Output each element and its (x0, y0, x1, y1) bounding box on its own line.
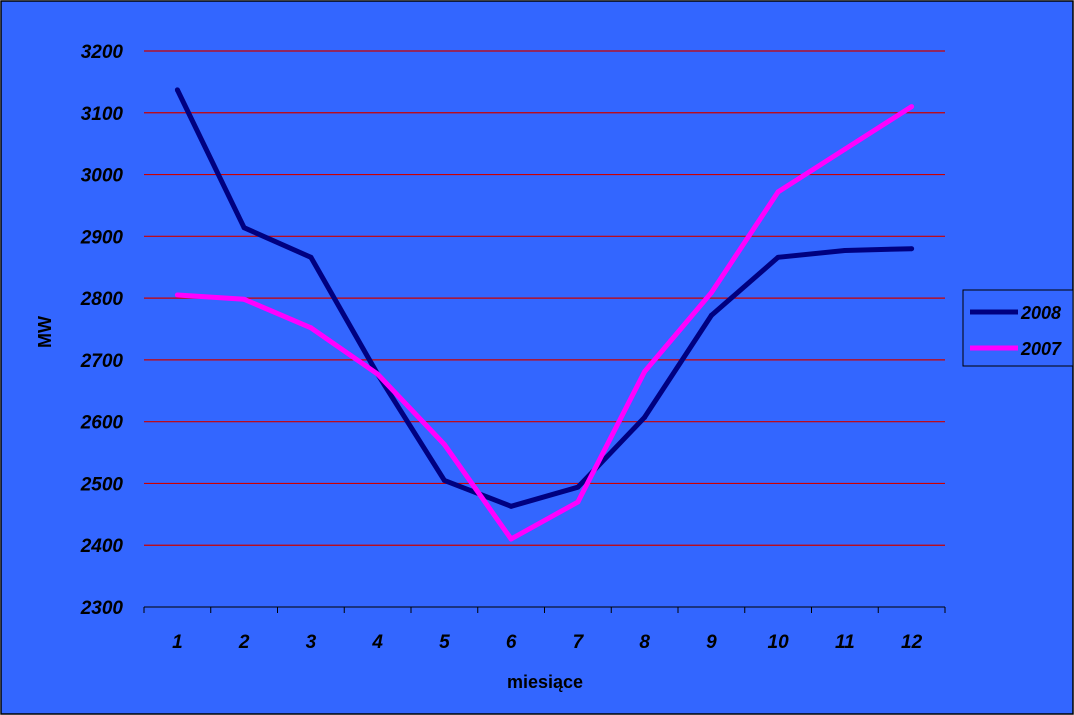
y-tick-label-2400: 2400 (80, 536, 124, 557)
x-tick-label-10: 10 (768, 632, 790, 653)
x-tick-label-6: 6 (506, 632, 517, 653)
axes (143, 606, 946, 613)
x-tick-label-3: 3 (306, 632, 317, 653)
data-point-2007-12 (909, 104, 915, 110)
data-point-2007-5 (441, 442, 447, 448)
data-point-2008-6 (508, 503, 514, 509)
series-line-2007 (177, 104, 913, 542)
data-point-2007-4 (375, 371, 381, 377)
data-point-2007-3 (308, 325, 314, 331)
data-point-2007-10 (775, 189, 781, 195)
data-point-2007-2 (241, 296, 247, 302)
legend: 2008 2007 (962, 289, 1074, 367)
data-point-2008-7 (575, 484, 581, 490)
data-point-2008-1 (174, 87, 180, 93)
data-point-2007-11 (842, 146, 848, 152)
data-point-2008-12 (909, 246, 915, 252)
data-point-2007-8 (642, 369, 648, 375)
x-tick-label-11: 11 (835, 632, 855, 653)
data-point-2008-3 (308, 254, 314, 260)
data-point-2007-7 (575, 499, 581, 505)
y-tick-label-3100: 3100 (81, 104, 124, 125)
data-point-2008-10 (775, 254, 781, 260)
y-tick-label-2900: 2900 (80, 227, 124, 248)
data-point-2008-2 (241, 225, 247, 231)
x-tick-label-5: 5 (439, 632, 450, 653)
x-tick-label-4: 4 (371, 632, 383, 653)
x-tick-label-9: 9 (706, 632, 717, 653)
y-axis-title: MW (35, 316, 55, 348)
x-tick-label-2: 2 (238, 632, 250, 653)
y-tick-label-2700: 2700 (80, 351, 124, 372)
x-tick-label-8: 8 (639, 632, 650, 653)
data-point-2008-5 (441, 477, 447, 483)
data-point-2007-9 (708, 290, 714, 296)
x-tick-label-1: 1 (172, 632, 183, 653)
y-tick-label-3200: 3200 (81, 42, 124, 63)
legend-box (962, 289, 1074, 367)
data-point-2008-11 (842, 248, 848, 254)
data-point-2007-1 (174, 292, 180, 298)
y-axis-tick-labels: 2300 2400 2500 2600 2700 2800 2900 3000 3100 3200 (80, 42, 124, 619)
series-lines (174, 87, 915, 542)
series-line-2008 (175, 88, 912, 509)
data-point-2008-9 (708, 312, 714, 318)
x-axis-title: miesiące (507, 672, 583, 692)
x-tick-label-12: 12 (901, 632, 923, 653)
y-tick-label-2300: 2300 (80, 598, 124, 619)
y-tick-label-2600: 2600 (80, 413, 124, 434)
legend-label-2008: 2008 (1020, 303, 1061, 323)
data-point-2008-8 (642, 414, 648, 420)
legend-label-2007: 2007 (1020, 339, 1062, 359)
y-tick-label-2800: 2800 (80, 289, 124, 310)
y-tick-label-3000: 3000 (81, 166, 124, 187)
x-tick-label-7: 7 (573, 632, 585, 653)
data-point-2007-6 (508, 536, 514, 542)
x-axis-tick-labels: 1 2 3 4 5 6 7 8 9 10 11 12 (172, 632, 923, 653)
y-tick-label-2500: 2500 (80, 474, 124, 495)
gridlines (144, 50, 945, 546)
